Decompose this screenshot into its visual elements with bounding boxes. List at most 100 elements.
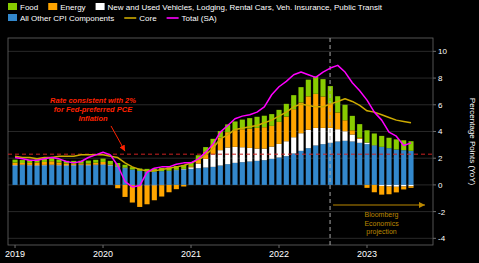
bar-segment [100, 159, 105, 162]
bar-segment [364, 185, 369, 188]
bar-segment [320, 79, 325, 96]
bar-segment [401, 185, 406, 187]
bar-segment [210, 154, 215, 167]
marks [8, 38, 433, 245]
legend-item: New and Used Vehicles, Lodging, Rental C… [96, 3, 383, 12]
bar-segment [122, 185, 127, 197]
bar-segment [408, 151, 413, 185]
y-tick-label: 2 [438, 154, 443, 163]
bar-segment [342, 120, 347, 131]
bar-segment [247, 148, 252, 162]
annotation-arrow [111, 126, 125, 151]
bar-segment [56, 165, 61, 184]
bar-segment [86, 164, 91, 166]
bar-segment [254, 161, 259, 185]
bar-segment [240, 129, 245, 147]
x-tick [103, 245, 104, 248]
bar-segment [298, 103, 303, 134]
bar-segment [313, 76, 318, 93]
bar-segment [203, 168, 208, 185]
bar-segment [306, 96, 311, 129]
y-tick-label: 8 [438, 74, 443, 83]
legend-item: Energy [48, 3, 85, 12]
bar-segment [306, 148, 311, 185]
bar-segment [108, 161, 113, 164]
bar-segment [196, 168, 201, 185]
bar-segment [42, 165, 47, 184]
annotation: Rate consistent with 2%for Fed-preferred… [50, 96, 136, 123]
legend-label: Total (SA) [182, 14, 217, 23]
y-tick-label: -2 [438, 208, 446, 217]
bar-segment [12, 163, 17, 165]
grid-line [8, 78, 433, 79]
legend-label: Food [20, 3, 38, 12]
bar-segment [394, 185, 399, 187]
x-tick [367, 245, 368, 248]
legend-item: Food [8, 3, 38, 12]
bar-segment [49, 165, 54, 185]
bar-segment [71, 165, 76, 184]
bar-segment [122, 165, 127, 168]
bar-segment [284, 156, 289, 185]
bar-segment [210, 167, 215, 185]
bar-segment [20, 160, 25, 163]
y-tick-label: 6 [438, 101, 443, 110]
bar-segment [291, 154, 296, 185]
annotations: Rate consistent with 2%for Fed-preferred… [50, 96, 425, 236]
annotation-arrow [333, 204, 425, 205]
bar-segment [291, 109, 296, 137]
y-tick [433, 184, 436, 185]
bar-segment [108, 165, 113, 167]
bar-segment [159, 185, 164, 196]
bar-segment [350, 142, 355, 185]
bar-segment [247, 162, 252, 185]
bar-segment [240, 147, 245, 162]
annotation: BloombergEconomicsprojection [364, 211, 399, 236]
bar-segment [152, 172, 157, 185]
x-tick [15, 245, 16, 248]
bar-segment [320, 128, 325, 144]
x-tick-label: 2019 [5, 249, 25, 259]
bar-segment [269, 126, 274, 147]
bar-segment [269, 147, 274, 159]
bar-segment [188, 167, 193, 169]
bar-segment [240, 162, 245, 185]
grid-line [8, 238, 433, 239]
legend-label: Core [139, 14, 157, 23]
bar-segment [291, 137, 296, 153]
bar-segment [174, 170, 179, 185]
bar-segment [115, 185, 120, 188]
bar-segment [56, 162, 61, 164]
bar-segment [166, 171, 171, 185]
y-tick [433, 51, 436, 52]
bar-segment [372, 146, 377, 185]
bar-segment [394, 187, 399, 193]
bar-segment [232, 130, 237, 147]
bar-segment [188, 169, 193, 185]
legend-swatch [8, 14, 17, 21]
bar-segment [335, 96, 340, 112]
bar-segment [144, 186, 149, 205]
bar-segment [364, 130, 369, 142]
legend-swatch [48, 3, 57, 10]
bar-segment [357, 143, 362, 185]
bar-segment [86, 161, 91, 164]
bar-segment [408, 141, 413, 151]
annotation-line: Bloomberg [365, 211, 399, 219]
bar-segment [401, 187, 406, 190]
bar-segment [254, 149, 259, 161]
bar-segment [298, 87, 303, 102]
legend-swatch [124, 17, 136, 19]
bar-segment [152, 186, 157, 201]
annotation-line: Inflation [78, 114, 108, 123]
bar-segment [269, 159, 274, 185]
annotation-line: for Fed-preferred PCE [54, 105, 133, 114]
legend-item: Core [124, 14, 157, 23]
legend-item: Total (SA) [167, 14, 217, 23]
bar-segment [254, 128, 259, 149]
bar-segment [12, 166, 17, 185]
bar-segment [379, 186, 384, 195]
bar-segment [20, 163, 25, 165]
annotation-line: Rate consistent with 2% [50, 96, 136, 105]
bar-segment [372, 185, 377, 192]
